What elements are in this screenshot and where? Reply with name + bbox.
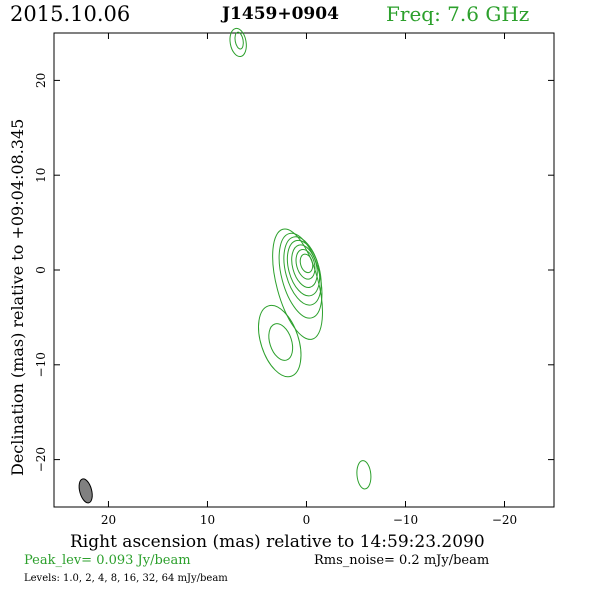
y-tick-label: −10 [34,352,48,377]
contour-line [272,228,323,340]
observation-date: 2015.10.06 [10,2,131,26]
y-tick-label: 20 [34,73,48,88]
y-tick-label: −20 [34,447,48,472]
axis-tick-labels: 20 10 0 −10 −20 20 10 0 −10 −20 [34,73,517,527]
contour-lines [229,27,372,490]
x-tick-label: −10 [393,513,418,527]
x-tick-label: 10 [200,513,215,527]
x-tick-label: −20 [492,513,517,527]
y-tick-label: 0 [34,266,48,274]
x-axis-label: Right ascension (mas) relative to 14:59:… [70,532,485,552]
rms-noise: Rms_noise= 0.2 mJy/beam [314,553,490,568]
beam-shape [78,478,93,504]
contour-line [283,236,322,306]
x-tick-label: 0 [303,513,311,527]
y-tick-label: 10 [34,168,48,183]
contour-line [278,232,323,319]
contour-line [234,31,244,50]
axis-ticks [54,33,554,507]
contour-line [229,27,247,58]
frequency-label: Freq: 7.6 GHz [386,2,530,26]
y-axis-label: Declination (mas) relative to +09:04:08.… [8,118,27,476]
contour-line [258,304,302,378]
contour-levels: Levels: 1.0, 2, 4, 8, 16, 32, 64 mJy/bea… [24,573,228,584]
contour-line [268,323,294,361]
contour-line [295,248,316,280]
beam-ellipse [78,478,93,504]
x-tick-label: 20 [101,513,116,527]
source-name: J1459+0904 [222,4,339,24]
plot-frame [53,32,555,508]
peak-level: Peak_lev= 0.093 Jy/beam [24,553,191,568]
contour-line [356,460,372,490]
